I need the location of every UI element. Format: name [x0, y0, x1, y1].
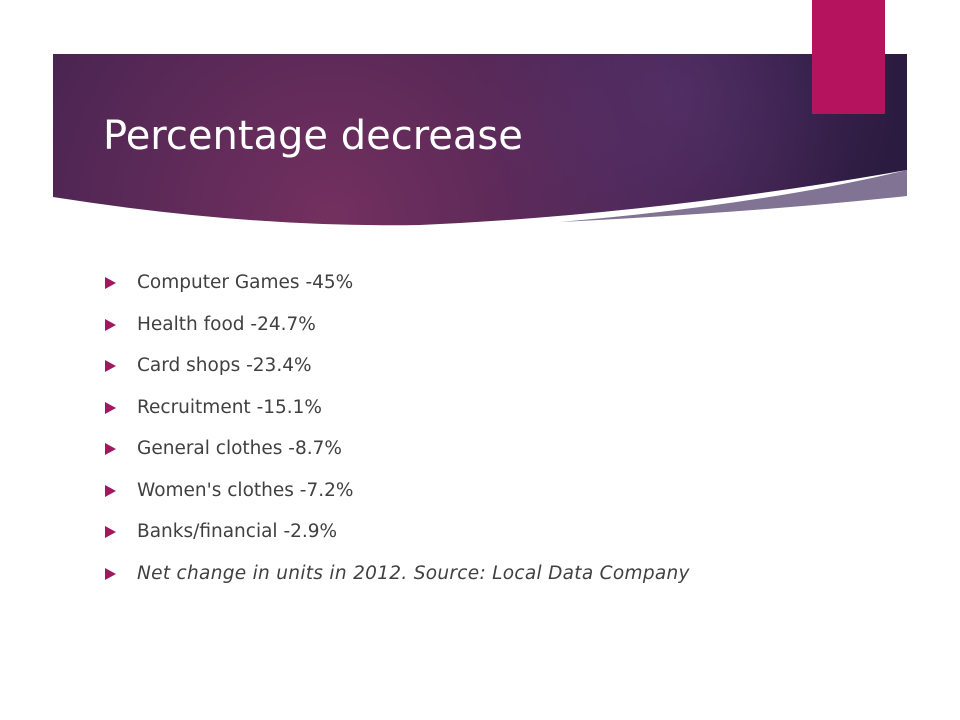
bullet-item: Recruitment -15.1%: [103, 387, 783, 429]
bullet-item: Card shops -23.4%: [103, 345, 783, 387]
slide-title: Percentage decrease: [103, 113, 523, 159]
bullet-item: General clothes -8.7%: [103, 428, 783, 470]
banner-swoosh: [560, 170, 907, 222]
accent-tab: [812, 0, 885, 114]
bullet-text: Card shops -23.4%: [137, 355, 312, 376]
bullet-text: Computer Games -45%: [137, 272, 354, 293]
bullet-text: Recruitment -15.1%: [137, 396, 323, 418]
bullet-arrow-icon: [105, 401, 116, 414]
bullet-text: Women's clothes -7.2%: [137, 479, 354, 501]
bullet-text: General clothes -8.7%: [137, 438, 342, 459]
source-note-item: Net change in units in 2012. Source: Loc…: [103, 553, 697, 587]
bullet-arrow-icon: [105, 443, 116, 455]
bullet-text: Health food -24.7%: [137, 313, 316, 335]
bullet-item: Computer Games -45%: [103, 262, 783, 304]
source-note-text: Net change in units in 2012. Source: Loc…: [137, 562, 690, 584]
bullet-arrow-icon: [105, 277, 116, 289]
bullet-arrow-icon: [105, 318, 116, 331]
banner-highlight: [53, 54, 907, 226]
bullet-arrow-icon: [105, 567, 116, 580]
bullet-arrow-icon: [105, 484, 116, 497]
bullet-item: Health food -24.7%: [103, 304, 783, 346]
bullet-arrow-icon: [105, 526, 116, 538]
bullet-list: Computer Games -45% Health food -24.7% C…: [103, 262, 783, 587]
bullet-text: Banks/financial -2.9%: [137, 521, 338, 542]
bullet-item: Banks/financial -2.9%: [103, 511, 783, 553]
bullet-arrow-icon: [105, 360, 116, 372]
bullet-item: Women's clothes -7.2%: [103, 470, 783, 512]
title-banner: [53, 0, 907, 226]
